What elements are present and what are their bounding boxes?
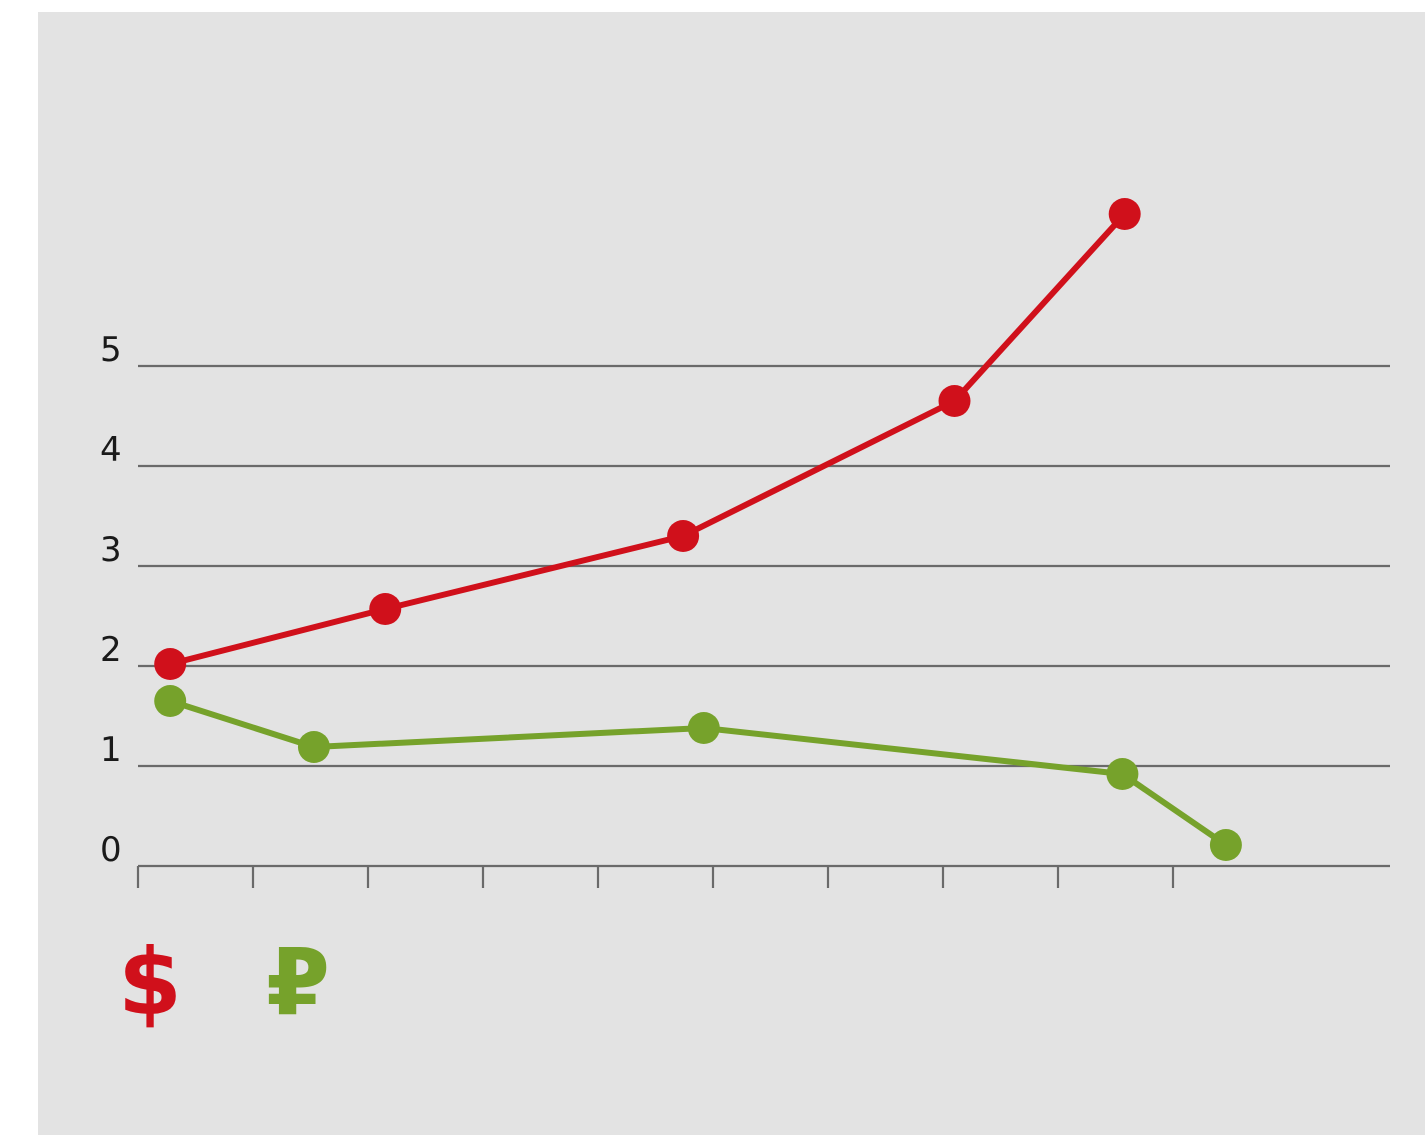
data-point [1108,198,1141,230]
series-0 [154,198,1141,680]
y-tick-labels: 0 1 2 3 4 5 [100,330,122,870]
y-tick-label: 4 [100,430,122,470]
data-point [1209,829,1242,861]
y-tick-label: 0 [100,830,122,870]
data-point [154,648,187,680]
series-line [167,211,1128,667]
chart-panel [38,12,1425,1135]
data-point [1106,758,1139,790]
series-1 [154,685,1242,861]
series-lines [154,198,1242,861]
y-tick-label: 2 [100,630,122,670]
data-point [154,685,187,717]
y-tick-label: 5 [100,330,122,370]
legend-dollar-symbol: $ [118,929,182,1036]
y-tick-label: 1 [100,730,122,770]
legend: $ ₽ [118,929,330,1036]
legend-ruble-symbol: ₽ [266,929,330,1036]
data-point [369,593,402,625]
y-tick-label: 3 [100,530,122,570]
x-axis [136,866,1175,888]
data-point [687,712,720,744]
data-point [938,385,971,417]
data-point [297,731,330,763]
data-point [667,520,700,552]
grid-lines [138,364,1390,868]
